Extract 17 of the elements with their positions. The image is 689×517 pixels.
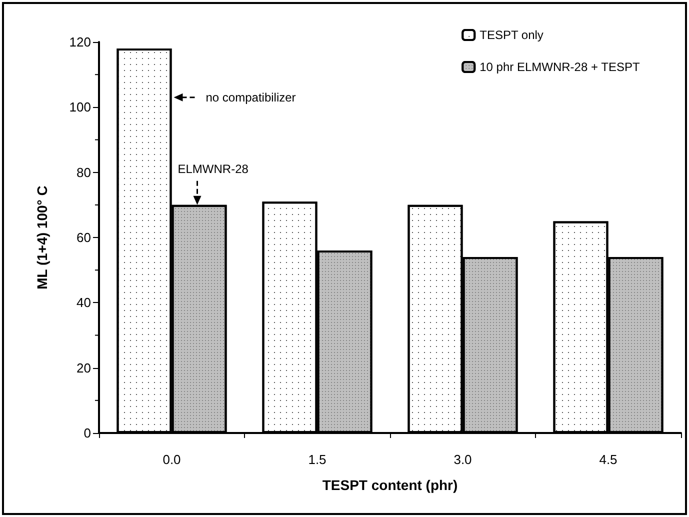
y-tick-label: 20 — [76, 360, 91, 376]
x-axis-title: TESPT content (phr) — [322, 477, 458, 493]
y-tick-label: 100 — [69, 100, 91, 115]
annotation: ELMWNR-28 — [178, 162, 249, 176]
y-tick-label: 60 — [76, 230, 91, 245]
y-tick-label: 40 — [76, 295, 91, 310]
annotation: no compatibilizer — [206, 90, 296, 104]
x-tick-label: 4.5 — [599, 452, 618, 467]
y-axis-title: ML (1+4) 100° C — [34, 186, 50, 290]
y-tick-label: 120 — [69, 34, 91, 50]
x-tick-label: 3.0 — [454, 452, 472, 467]
y-tick-label: 0 — [84, 426, 91, 440]
y-tick-label: 80 — [76, 164, 91, 180]
x-tick-label: 1.5 — [308, 452, 326, 467]
x-tick-label: 0.0 — [162, 452, 181, 467]
legend-label: 10 phr ELMWNR-28 + TESPT — [480, 60, 640, 74]
legend-label: TESPT only — [480, 28, 544, 42]
